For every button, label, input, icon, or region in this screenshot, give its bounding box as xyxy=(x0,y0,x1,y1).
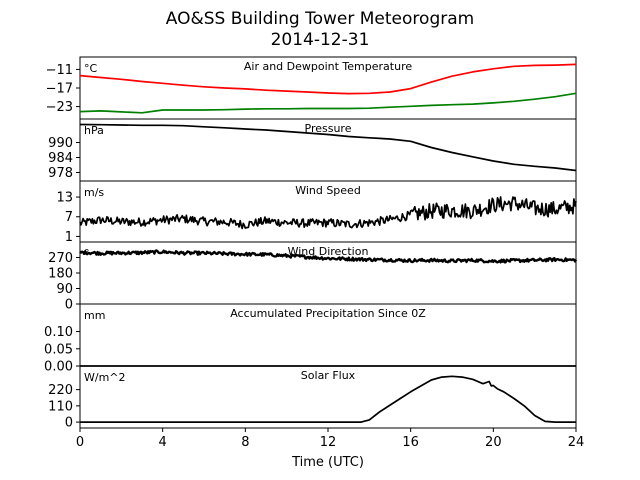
series-line-1 xyxy=(79,92,577,114)
y-tick-label: 7 xyxy=(65,210,73,225)
y-tick-label: 1 xyxy=(65,230,73,245)
series-line-0 xyxy=(79,123,577,172)
x-tick-label: 12 xyxy=(320,435,337,450)
panel-unit: mm xyxy=(84,309,105,322)
panel-unit: W/m^2 xyxy=(84,371,126,384)
y-tick-label: 90 xyxy=(56,282,73,297)
y-tick-label: 984 xyxy=(48,151,73,166)
x-tick-label: 4 xyxy=(159,435,167,450)
y-tick-label: 0.00 xyxy=(44,360,73,375)
y-tick-label: 270 xyxy=(48,251,73,266)
y-tick-label: 220 xyxy=(48,383,73,398)
series-line-0 xyxy=(79,63,577,95)
y-tick-label: 0 xyxy=(65,416,73,431)
y-tick-label: −11 xyxy=(46,63,73,78)
panel-unit: m/s xyxy=(84,186,104,199)
panel-0: −11 −17 −23 Air and Dewpoint Temperature °C xyxy=(46,56,577,120)
y-tick-label: 0.05 xyxy=(44,342,73,357)
panel-unit: °C xyxy=(84,62,98,75)
series-line-0 xyxy=(79,249,578,264)
panel-title: Air and Dewpoint Temperature xyxy=(244,60,412,73)
y-tick-label: 990 xyxy=(48,136,73,151)
panels-group: −11 −17 −23 Air and Dewpoint Temperature °C 9… xyxy=(44,56,578,431)
y-tick-label: −17 xyxy=(46,82,73,97)
x-axis-label: Time (UTC) xyxy=(291,455,364,470)
y-tick-label: 0 xyxy=(65,298,73,313)
panel-title: Solar Flux xyxy=(301,369,356,382)
panel-title: Wind Speed xyxy=(295,184,361,197)
panel-2: 13 7 1 Wind Speed m/s xyxy=(56,180,577,245)
x-tick-label: 8 xyxy=(241,435,249,450)
y-tick-label: 180 xyxy=(48,267,73,282)
x-axis: 0 4 8 12 16 20 24 xyxy=(76,428,584,450)
panel-title: Accumulated Precipitation Since 0Z xyxy=(230,307,426,320)
y-tick-label: 0.10 xyxy=(44,325,73,340)
series-line-0 xyxy=(79,196,577,230)
x-tick-label: 16 xyxy=(402,435,419,450)
y-tick-label: 110 xyxy=(48,399,73,414)
x-tick-label: 24 xyxy=(568,435,585,450)
y-tick-label: 13 xyxy=(56,191,73,206)
series-line-0 xyxy=(80,375,576,423)
panel-title: Wind Direction xyxy=(288,245,369,258)
x-tick-label: 0 xyxy=(76,435,84,450)
figure-subtitle: 2014-12-31 xyxy=(271,30,370,50)
figure-title: AO&SS Building Tower Meteorogram xyxy=(166,9,474,29)
y-tick-label: 978 xyxy=(48,166,73,181)
y-tick-label: −23 xyxy=(46,100,73,115)
panel-title: Pressure xyxy=(305,122,352,135)
x-tick-label: 20 xyxy=(485,435,502,450)
panel-unit: hPa xyxy=(84,124,104,137)
panel-4: 0.10 0.05 0.00 Accumulated Precipitation Si… xyxy=(44,303,577,375)
